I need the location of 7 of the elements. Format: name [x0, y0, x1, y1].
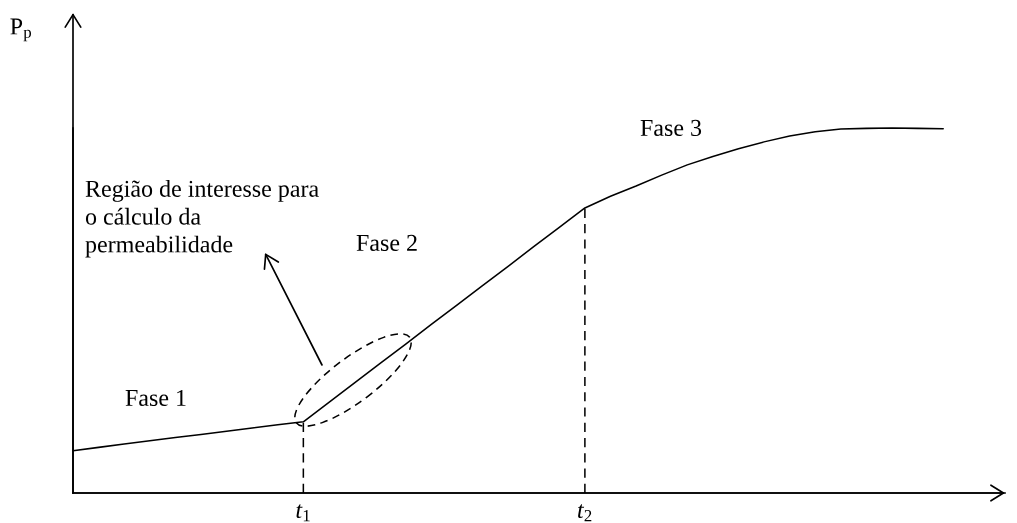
annotation: Região de interesse para o cálculo da permeabilidade — [85, 180, 319, 258]
x-tick-label: t$_{1}$ — [296, 504, 310, 522]
annotation: Fase 3 — [640, 119, 702, 137]
x-tick-label: t$_{2}$ — [578, 504, 592, 522]
annotation: Fase 1 — [125, 389, 186, 407]
y-axis-title: P$_{p}$ — [10, 18, 32, 42]
annotation: Fase 2 — [356, 234, 417, 252]
